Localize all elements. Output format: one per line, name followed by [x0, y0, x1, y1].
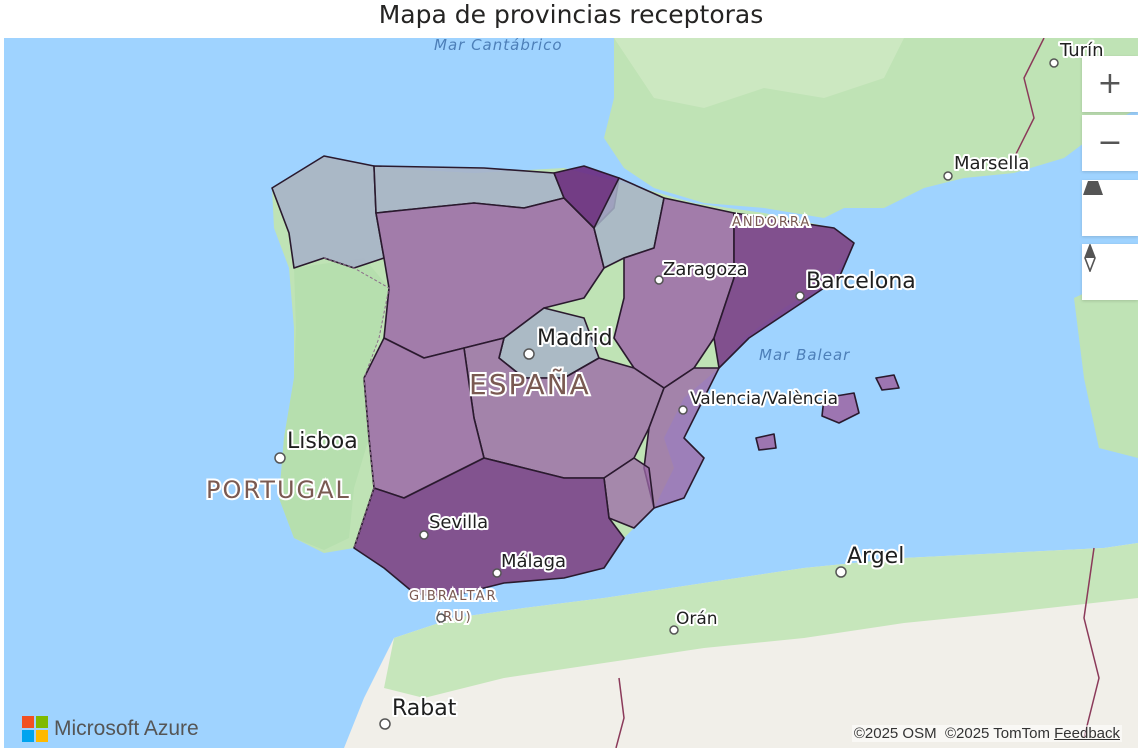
algeria-tunisia-border [1083, 547, 1100, 739]
country-label-gibraltar-ru: (RU) [436, 610, 473, 625]
city-label-zaragoza: Zaragoza [663, 259, 748, 280]
city-dot-marsella [943, 171, 953, 181]
map-canvas[interactable]: Mar Cantábrico Mar Balear ESPAÑA PORTUGA… [4, 38, 1138, 748]
sea-label-cantabrico: Mar Cantábrico [434, 38, 563, 54]
pitch-icon [1083, 181, 1103, 195]
province-menorca [875, 374, 900, 391]
country-label-portugal: PORTUGAL [206, 476, 351, 504]
zoom-out-icon: − [1097, 125, 1123, 160]
province-mallorca [821, 392, 860, 424]
map-svg: Mar Cantábrico Mar Balear ESPAÑA PORTUGA… [204, 38, 1138, 748]
africa-coast-green [384, 543, 1138, 698]
city-label-turin: Turín [1059, 40, 1103, 61]
attribution-tomtom: ©2025 TomTom [944, 725, 1050, 742]
zoom-in-icon: + [1097, 66, 1123, 101]
city-dot-gibraltar [436, 613, 446, 623]
portugal-land [279, 258, 389, 550]
compass-icon [1084, 244, 1096, 272]
province-ibiza [755, 433, 777, 451]
city-label-barcelona: Barcelona [806, 269, 916, 294]
microsoft-logo-icon [22, 716, 48, 742]
city-label-oran: Orán [676, 609, 718, 629]
city-label-valencia: Valencia/València [690, 389, 838, 409]
brand-text: Microsoft Azure [54, 717, 199, 740]
city-dot-valencia [678, 405, 688, 415]
map-title: Mapa de provincias receptoras [378, 0, 764, 29]
country-label-andorra: ANDORRA [732, 215, 811, 230]
city-dot-malaga [492, 568, 502, 578]
city-dot-turin [1049, 58, 1059, 68]
attribution-osm: ©2025 OSM [853, 725, 937, 742]
algeria-morocco-border [615, 677, 625, 748]
city-label-argel: Argel [847, 544, 904, 569]
city-dot-argel [835, 566, 847, 578]
zoom-out-button[interactable]: − [1082, 115, 1138, 171]
feedback-link[interactable]: Feedback [1054, 725, 1120, 742]
italy-land [1074, 268, 1138, 458]
city-label-sevilla: Sevilla [429, 512, 488, 533]
province-castilla-leon [375, 197, 605, 359]
city-dot-lisboa [274, 452, 286, 464]
map-attribution: ©2025 OSM ©2025 TomTom Feedback [851, 725, 1122, 742]
portugal-spain-border [323, 257, 390, 549]
city-label-madrid: Madrid [537, 326, 613, 351]
country-label-gibraltar: GIBRALTAR [409, 589, 498, 604]
city-label-malaga: Málaga [501, 551, 566, 572]
city-dot-rabat [379, 718, 391, 730]
city-label-marsella: Marsella [954, 153, 1029, 174]
city-dots [274, 58, 1059, 730]
france-italy-border [1013, 38, 1045, 159]
city-dot-sevilla [419, 530, 429, 540]
sea-label-balear: Mar Balear [759, 346, 850, 364]
province-cataluna [713, 212, 855, 369]
city-dot-zaragoza [654, 275, 664, 285]
city-dot-madrid [523, 348, 535, 360]
province-andalucia [353, 457, 625, 599]
brand-logo: Microsoft Azure [22, 716, 199, 742]
france-detail [614, 38, 904, 108]
compass-button[interactable] [1082, 244, 1138, 300]
country-label-spain: ESPAÑA [469, 368, 591, 401]
pitch-button[interactable] [1082, 180, 1138, 236]
province-galicia [271, 155, 385, 269]
province-valencia [643, 367, 720, 509]
city-dot-barcelona [795, 291, 805, 301]
city-dot-oran [669, 625, 679, 635]
city-label-rabat: Rabat [392, 696, 457, 721]
zoom-in-button[interactable]: + [1082, 56, 1138, 112]
city-label-lisboa: Lisboa [287, 429, 358, 454]
province-layer [271, 155, 900, 599]
